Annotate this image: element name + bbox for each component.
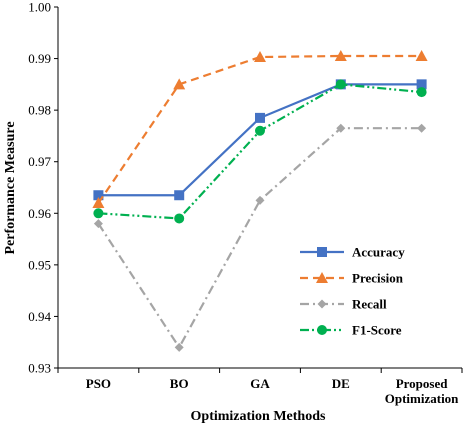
data-point-f1-score xyxy=(255,125,265,136)
x-tick-label: PSO xyxy=(86,376,111,391)
data-point-precision xyxy=(92,196,105,208)
data-point-precision xyxy=(254,51,266,63)
series-recall xyxy=(93,123,427,352)
data-point-f1-score xyxy=(416,87,427,98)
data-point-accuracy xyxy=(416,79,427,90)
y-tick-label: 0.97 xyxy=(28,154,51,169)
series-accuracy xyxy=(93,79,427,201)
x-axis-title: Optimization Methods xyxy=(191,409,326,424)
legend-label: Accuracy xyxy=(352,245,405,260)
series-line-recall xyxy=(97,127,422,350)
x-tick-label: Proposed Optimization xyxy=(385,376,459,406)
x-tick-label: DE xyxy=(332,376,350,391)
x-tick-label: BO xyxy=(170,376,189,391)
legend-label: Precision xyxy=(352,271,404,286)
legend-item-accuracy: Accuracy xyxy=(300,245,405,260)
y-tick-label: 0.95 xyxy=(28,257,51,272)
legend-marker xyxy=(316,272,328,283)
data-point-f1-score xyxy=(174,213,185,224)
data-point-recall xyxy=(174,342,184,352)
y-axis-title: Performance Measure xyxy=(3,121,18,254)
legend-label: F1-Score xyxy=(352,323,402,338)
data-point-f1-score xyxy=(93,208,104,219)
series-f1-score xyxy=(93,79,427,224)
y-tick-label: 1.00 xyxy=(28,0,51,15)
chart-axes xyxy=(57,7,462,369)
legend-item-recall: Recall xyxy=(300,297,387,312)
data-point-accuracy xyxy=(174,190,185,201)
data-point-recall xyxy=(336,123,346,133)
data-point-f1-score xyxy=(335,79,346,90)
data-point-precision xyxy=(415,49,428,61)
y-tick-label: 0.94 xyxy=(28,309,51,324)
data-point-precision xyxy=(334,49,347,61)
legend-marker xyxy=(317,325,327,335)
chart-series xyxy=(92,49,428,352)
data-point-recall xyxy=(255,195,265,205)
chart-legend: Accuracy Precision Recall F1-Score xyxy=(300,245,405,338)
data-point-recall xyxy=(93,219,103,229)
x-axis-ticks: PSO BO GA DE Proposed Optimization xyxy=(57,368,463,406)
legend-label: Recall xyxy=(352,297,387,312)
series-precision xyxy=(92,49,428,208)
x-tick-label: GA xyxy=(250,376,270,391)
series-line-accuracy xyxy=(98,83,422,197)
legend-marker xyxy=(317,299,327,309)
legend-item-f1-score: F1-Score xyxy=(300,323,402,338)
y-tick-label: 0.98 xyxy=(28,103,51,118)
legend-marker xyxy=(317,247,327,257)
y-tick-label: 0.99 xyxy=(28,51,51,66)
data-point-recall xyxy=(417,123,427,133)
y-axis-ticks: 0.93 0.94 0.95 0.96 0.97 0.98 0.99 1.00 xyxy=(28,0,58,376)
legend-item-precision: Precision xyxy=(300,271,404,286)
data-point-accuracy xyxy=(255,112,265,123)
y-tick-label: 0.93 xyxy=(28,361,51,376)
data-point-precision xyxy=(173,78,186,90)
data-point-accuracy xyxy=(93,190,104,201)
y-tick-label: 0.96 xyxy=(28,206,51,221)
